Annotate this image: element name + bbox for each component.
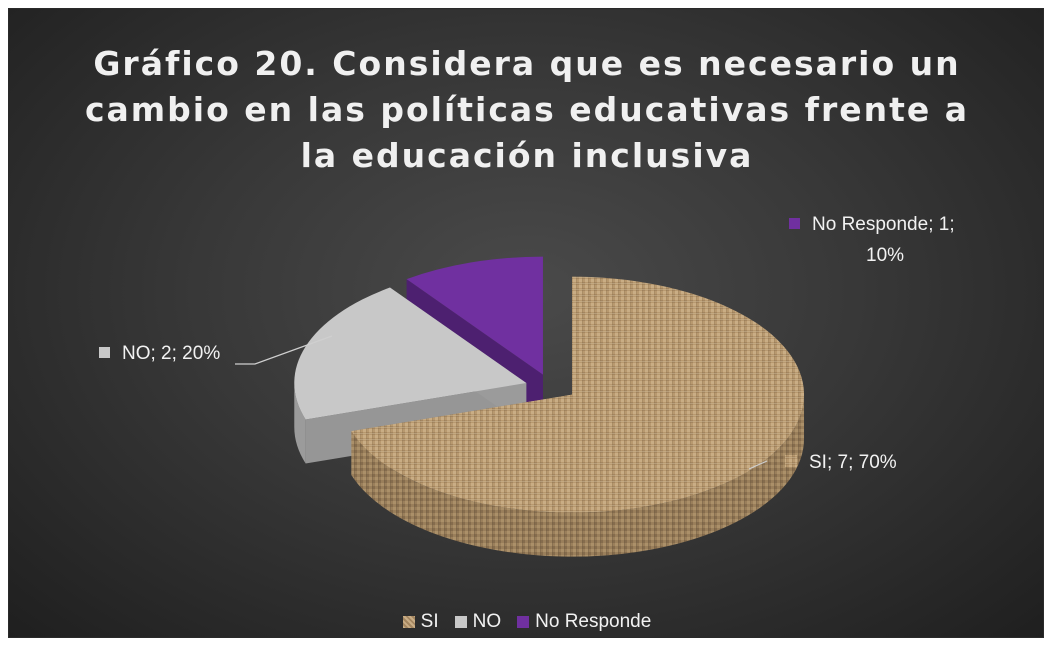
- pie-chart: NO; 2; 20% SI; 7; 70% No Responde; 1; 10…: [99, 214, 955, 557]
- legend-label-no-responde: No Responde: [535, 611, 652, 632]
- data-label-no-responde-line1: No Responde; 1;: [812, 214, 955, 235]
- leader-line-no: [235, 335, 333, 365]
- legend-label-si: SI: [420, 611, 439, 632]
- data-label-no-responde-swatch: [789, 218, 800, 229]
- data-label-no-swatch: [99, 347, 110, 358]
- chart-area: Gráfico 20. Considera que es necesario u…: [8, 8, 1044, 638]
- legend-swatch-no: [454, 616, 467, 628]
- legend-label-no: NO: [472, 611, 502, 632]
- legend-item-si: SI: [402, 611, 439, 633]
- legend-item-no: NO: [454, 611, 502, 633]
- data-label-no-responde-line2: 10%: [866, 245, 904, 266]
- slice-si: [351, 276, 805, 557]
- data-label-si-text: SI; 7; 70%: [809, 452, 897, 473]
- chart-title: Gráfico 20. Considera que es necesario u…: [84, 44, 970, 175]
- legend-swatch-si: [402, 616, 415, 628]
- legend-item-no-responde: No Responde: [517, 611, 651, 633]
- data-label-no-text: NO; 2; 20%: [122, 343, 220, 364]
- data-label-si-swatch: [785, 455, 797, 467]
- data-label-si: SI; 7; 70%: [785, 452, 897, 473]
- data-label-no-responde: No Responde; 1; 10%: [789, 214, 955, 266]
- legend-swatch-no-responde: [517, 616, 530, 628]
- leader-line-si: [748, 460, 768, 470]
- data-label-no: NO; 2; 20%: [99, 343, 220, 364]
- legend: SI NO No Responde: [9, 611, 1045, 633]
